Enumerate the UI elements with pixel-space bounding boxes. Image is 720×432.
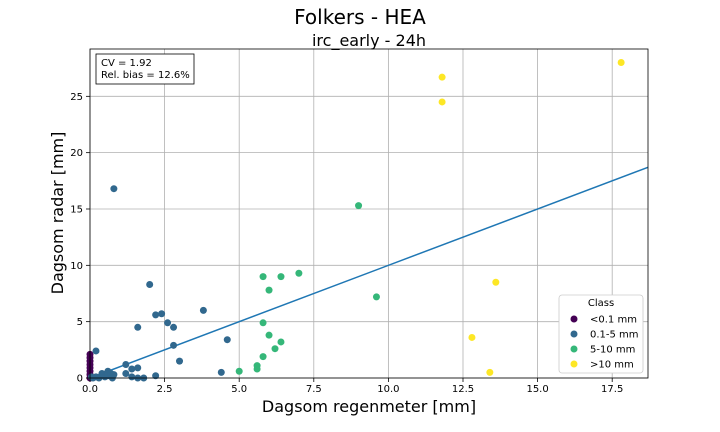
data-point xyxy=(372,293,380,301)
data-point xyxy=(265,286,273,294)
data-point xyxy=(277,338,285,346)
data-point xyxy=(617,59,625,67)
legend-label: 5-10 mm xyxy=(590,345,635,356)
stats-rel-bias: Rel. bias = 12.6% xyxy=(101,70,190,81)
data-point xyxy=(468,333,476,341)
stats-box: CV = 1.92 Rel. bias = 12.6% xyxy=(95,53,195,85)
legend-marker xyxy=(570,360,578,368)
x-tick-label: 2.5 xyxy=(157,384,173,395)
y-axis-ticks: 0 5 10 15 20 25 xyxy=(70,92,90,385)
legend-label: >10 mm xyxy=(590,360,634,371)
x-tick-label: 10.0 xyxy=(377,384,399,395)
legend-frame xyxy=(558,294,644,374)
x-tick-label: 15.0 xyxy=(526,384,548,395)
y-tick-label: 0 xyxy=(77,374,83,385)
data-point xyxy=(355,202,363,210)
data-point xyxy=(92,347,100,355)
x-tick-label: 12.5 xyxy=(452,384,474,395)
y-tick-label: 25 xyxy=(70,92,83,103)
data-point xyxy=(259,353,267,361)
data-point xyxy=(199,306,207,314)
x-tick-label: 0.0 xyxy=(82,384,98,395)
legend: Class <0.1 mm 0.1-5 mm 5-10 mm >10 mm xyxy=(558,294,644,374)
data-point xyxy=(128,365,136,373)
data-point xyxy=(134,364,142,372)
data-point xyxy=(259,319,267,327)
data-point xyxy=(146,280,154,288)
data-point xyxy=(438,73,446,81)
data-point xyxy=(134,323,142,331)
x-tick-label: 5.0 xyxy=(231,384,247,395)
x-axis-title: Dagsom regenmeter [mm] xyxy=(262,397,476,416)
figure-title: Folkers - HEA xyxy=(294,5,426,29)
data-point xyxy=(170,323,178,331)
data-point xyxy=(164,319,172,327)
data-point xyxy=(259,273,267,281)
data-point xyxy=(110,371,118,379)
legend-label: 0.1-5 mm xyxy=(590,330,639,341)
data-point xyxy=(110,185,118,193)
data-point xyxy=(253,365,261,373)
data-point xyxy=(176,357,184,365)
data-point xyxy=(438,98,446,106)
stats-cv: CV = 1.92 xyxy=(101,58,152,69)
data-point xyxy=(271,345,279,353)
data-point xyxy=(277,273,285,281)
stats-box-frame xyxy=(95,53,195,85)
x-axis-ticks: 0.0 2.5 5.0 7.5 10.0 12.5 15.0 17.5 xyxy=(82,378,623,395)
legend-title: Class xyxy=(588,298,614,309)
data-point xyxy=(158,310,166,318)
legend-marker xyxy=(570,345,578,353)
data-point xyxy=(152,372,160,380)
data-point xyxy=(152,311,160,319)
data-point xyxy=(492,278,500,286)
y-tick-label: 20 xyxy=(70,148,83,159)
regression-line-layer xyxy=(89,166,649,379)
data-point xyxy=(122,369,130,377)
data-point xyxy=(295,269,303,277)
y-tick-label: 15 xyxy=(70,204,83,215)
data-points xyxy=(86,59,625,382)
legend-marker xyxy=(570,315,578,323)
chart-title: irc_early - 24h xyxy=(312,31,426,51)
y-tick-label: 5 xyxy=(77,317,83,328)
x-tick-label: 17.5 xyxy=(601,384,623,395)
grid-lines xyxy=(89,49,648,379)
regression-line xyxy=(89,166,649,379)
data-point xyxy=(265,331,273,339)
y-axis-title: Dagsom radar [mm] xyxy=(48,132,67,295)
legend-marker xyxy=(570,330,578,338)
data-point xyxy=(128,373,136,381)
data-point xyxy=(122,360,130,368)
y-tick-label: 10 xyxy=(70,261,83,272)
legend-label: <0.1 mm xyxy=(590,315,637,326)
data-point xyxy=(223,336,231,344)
data-point xyxy=(486,368,494,376)
data-point xyxy=(235,367,243,375)
x-tick-label: 7.5 xyxy=(306,384,322,395)
data-point xyxy=(217,368,225,376)
data-point xyxy=(170,341,178,349)
plot-frame xyxy=(89,48,649,379)
